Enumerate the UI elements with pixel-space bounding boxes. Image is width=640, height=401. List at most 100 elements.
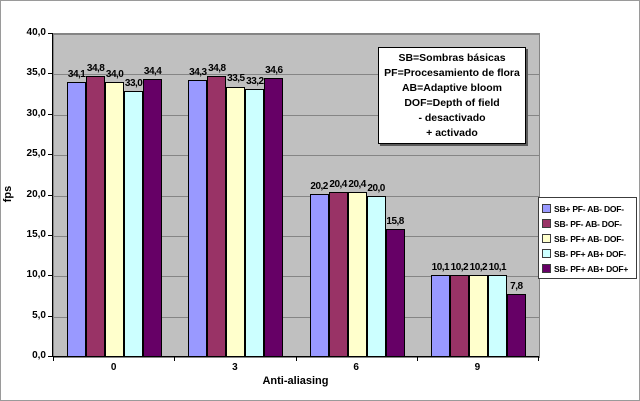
legend-marker-icon xyxy=(542,264,551,273)
x-tick xyxy=(538,357,539,361)
gridline xyxy=(54,74,539,76)
bar-value-label: 10,1 xyxy=(488,262,507,274)
bar xyxy=(506,294,526,357)
legend-marker-icon xyxy=(542,219,551,228)
legend: SB+ PF- AB- DOF- SB- PF- AB- DOF- SB- PF+ … xyxy=(538,197,637,279)
y-tick xyxy=(48,194,53,196)
y-tick-label: 25,0 xyxy=(26,148,46,160)
annotation-line: SB=Sombras básicas xyxy=(398,52,506,64)
gridline xyxy=(54,114,539,116)
legend-marker-icon xyxy=(542,249,551,258)
x-category-label: 0 xyxy=(110,362,117,373)
y-tick-label: 35,0 xyxy=(26,67,46,79)
y-tick xyxy=(48,113,53,115)
y-tick xyxy=(48,234,53,236)
x-category-label: 3 xyxy=(232,362,238,373)
bar-value-label: 10,1 xyxy=(431,262,450,274)
legend-item: SB- PF+ AB+ DOF+ xyxy=(542,261,636,276)
annotation-line: + activado xyxy=(426,127,478,139)
legend-item: SB+ PF- AB- DOF- xyxy=(542,201,636,216)
legend-item: SB- PF+ AB+ DOF- xyxy=(542,246,636,261)
y-tick-label: 15,0 xyxy=(26,228,46,240)
bar-value-label: 33,2 xyxy=(246,75,264,87)
bar-value-label: 33,5 xyxy=(227,73,245,85)
y-tick-label: 5,0 xyxy=(32,309,46,321)
annotation-line: AB=Adaptive bloom xyxy=(401,82,503,94)
legend-item: SB- PF+ AB- DOF- xyxy=(542,231,636,246)
legend-label: SB- PF- AB- DOF- xyxy=(554,218,622,229)
x-tick xyxy=(53,357,54,361)
legend-marker-icon xyxy=(542,234,551,243)
bar-value-label: 10,2 xyxy=(469,261,488,273)
y-tick-label: 30,0 xyxy=(26,107,46,119)
bar xyxy=(468,274,488,357)
y-tick xyxy=(48,356,53,357)
bar xyxy=(226,86,246,357)
bar-value-label: 34,0 xyxy=(105,69,124,81)
legend-marker-icon xyxy=(542,204,551,213)
bar xyxy=(143,79,163,357)
y-tick xyxy=(48,154,53,156)
bar-value-label: 34,6 xyxy=(265,64,283,76)
bar-value-label: 20,2 xyxy=(310,180,328,192)
y-tick xyxy=(48,275,53,277)
bar xyxy=(245,88,265,357)
bar-value-label: 20,0 xyxy=(367,182,385,194)
gridline xyxy=(54,34,539,35)
x-category-label: 6 xyxy=(353,362,359,373)
x-axis-title: Anti-aliasing xyxy=(262,375,329,387)
legend-label: SB- PF+ AB+ DOF+ xyxy=(554,263,629,274)
annotation-box: SB=Sombras básicas PF=Procesamiento de f… xyxy=(378,47,526,144)
bar-value-label: 20,4 xyxy=(348,179,366,191)
bar xyxy=(328,192,348,357)
x-tick xyxy=(416,357,418,361)
x-category-label: 9 xyxy=(474,362,481,373)
bar xyxy=(124,90,144,357)
bar xyxy=(347,192,367,357)
bar xyxy=(385,229,405,357)
bar xyxy=(188,80,208,357)
bar-value-label: 34,8 xyxy=(208,62,226,74)
bar-value-label: 34,4 xyxy=(143,66,162,78)
x-tick xyxy=(174,357,176,361)
x-tick xyxy=(295,357,297,361)
y-tick xyxy=(48,33,53,34)
y-tick-label: 20,0 xyxy=(26,188,46,200)
y-tick-label: 40,0 xyxy=(26,27,46,38)
bar xyxy=(67,81,87,357)
gridline xyxy=(54,276,539,278)
y-tick xyxy=(48,73,53,75)
annotation-line: PF=Procesamiento de flora xyxy=(384,67,520,79)
legend-label: SB- PF+ AB- DOF- xyxy=(554,233,624,244)
legend-label: SB- PF+ AB+ DOF- xyxy=(554,248,627,259)
bar xyxy=(449,274,469,357)
gridline xyxy=(54,235,539,237)
y-tick xyxy=(48,315,53,317)
bar-value-label: 20,4 xyxy=(329,179,347,191)
y-axis-title: fps xyxy=(2,185,14,203)
gridline xyxy=(54,155,539,157)
legend-item: SB- PF- AB- DOF- xyxy=(542,216,636,231)
bar-value-label: 34,1 xyxy=(67,68,86,80)
bar xyxy=(86,76,106,357)
bar xyxy=(309,193,329,357)
annotation-line: DOF=Depth of field xyxy=(404,97,500,109)
annotation-line: - desactivado xyxy=(418,112,486,124)
bar-value-label: 15,8 xyxy=(386,216,404,228)
x-axis-line xyxy=(52,356,539,357)
bar-value-label: 10,2 xyxy=(450,261,469,273)
bar-value-label: 34,8 xyxy=(86,62,105,74)
bar xyxy=(105,82,125,357)
bar-value-label: 7,8 xyxy=(510,281,523,292)
bar-value-label: 33,0 xyxy=(124,77,143,89)
bar xyxy=(430,275,450,357)
y-tick-label: 0,0 xyxy=(32,350,46,361)
bar xyxy=(207,76,227,357)
bar-value-label: 34,3 xyxy=(189,67,207,79)
gridline xyxy=(54,316,539,318)
y-tick-label: 10,0 xyxy=(26,269,46,281)
gridline xyxy=(54,195,539,197)
legend-label: SB+ PF- AB- DOF- xyxy=(554,203,624,214)
bar xyxy=(264,77,284,357)
